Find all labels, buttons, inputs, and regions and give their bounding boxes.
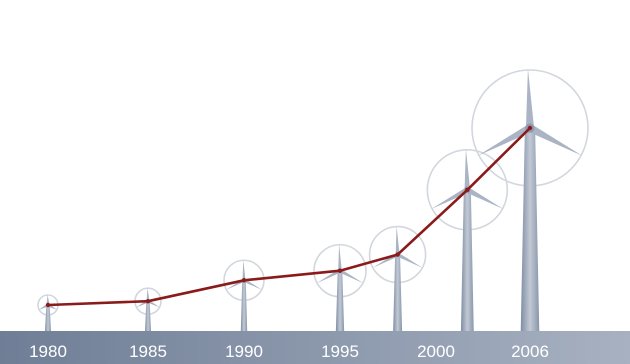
tick-label-2000: 2000 [417,342,455,361]
tower-1990 [240,280,248,331]
series-layer [45,125,533,308]
data-point-1990 [241,278,247,283]
blade-1990-2 [243,278,263,290]
blade-1995-2 [339,269,364,284]
blade-1980-1 [46,294,50,306]
turbine-2006 [471,68,589,331]
tower-1985 [145,301,151,331]
x-axis-band [0,331,630,364]
turbine-1985 [134,287,162,331]
blade-1998-2 [396,252,423,268]
turbine-1980 [37,294,59,331]
data-point-1980 [45,302,51,308]
turbine-1995 [313,243,367,331]
series-line [47,127,531,307]
blade-2002-1 [464,149,471,190]
tower-1980 [45,305,51,331]
data-point-2006 [527,125,533,131]
blade-1995-1 [338,244,342,271]
blade-1995-3 [316,269,341,284]
data-point-1998 [395,252,400,257]
data-point-2002 [465,187,470,193]
tick-label-2006: 2006 [511,342,549,361]
blade-1985-1 [146,287,150,302]
tick-label-1980: 1980 [29,342,67,361]
data-point-1985 [145,298,151,304]
tick-label-1995: 1995 [321,342,359,361]
blade-1998-1 [395,226,400,255]
tower-1995 [335,270,345,331]
tower-2002 [460,189,474,331]
tick-label-1985: 1985 [129,342,167,361]
x-axis-ticks: 1980 1985 1990 1995 2000 2006 [29,342,549,361]
blade-2002-3 [431,187,469,210]
turbine-1998 [368,225,427,331]
turbine-2002 [426,149,509,331]
data-point-1995 [337,268,343,273]
turbine-1990 [223,259,265,331]
blade-2002-2 [466,187,504,210]
tick-label-1990: 1990 [225,342,263,361]
blade-2006-2 [528,124,583,156]
tower-1998 [393,254,403,331]
blade-2006-3 [477,124,532,156]
blade-2006-1 [525,68,535,129]
blade-1990-1 [242,259,246,281]
turbines-layer [37,68,589,331]
tower-2006 [520,128,540,331]
